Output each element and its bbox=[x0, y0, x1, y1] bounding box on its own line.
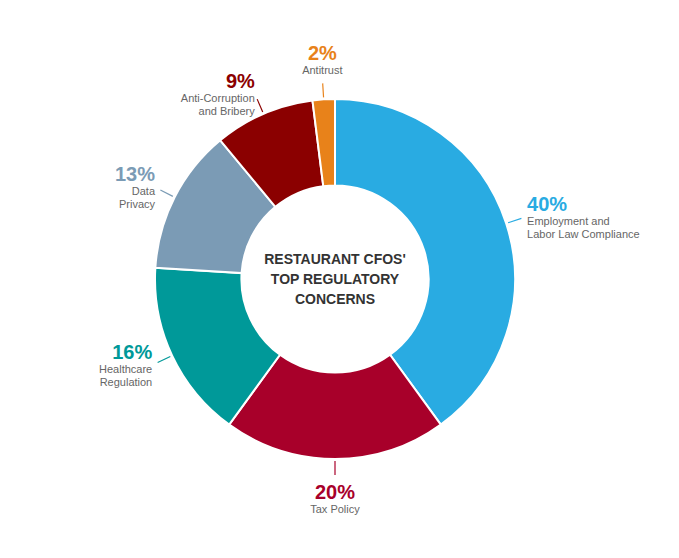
leader-line bbox=[257, 99, 263, 112]
wedge bbox=[155, 268, 280, 425]
category-label: DataPrivacy bbox=[119, 185, 156, 210]
leader-line bbox=[322, 83, 324, 97]
category-label: Anti-Corruptionand Bribery bbox=[181, 92, 255, 117]
leader-line bbox=[158, 356, 171, 362]
data-label: 9% bbox=[226, 70, 255, 92]
leader-line bbox=[334, 461, 335, 475]
leader-line bbox=[508, 218, 521, 222]
wedge bbox=[312, 99, 335, 186]
category-label: Antitrust bbox=[302, 64, 342, 76]
data-label: 16% bbox=[112, 341, 152, 363]
data-label: 13% bbox=[115, 163, 155, 185]
chart: RESTAURANT CFOS'TOP REGULATORYCONCERNS40… bbox=[0, 0, 679, 558]
donut: RESTAURANT CFOS'TOP REGULATORYCONCERNS40… bbox=[99, 42, 640, 515]
labels: 40%Employment andLabor Law Compliance 20%… bbox=[99, 42, 640, 515]
wedges bbox=[155, 99, 515, 459]
data-label: 40% bbox=[527, 193, 567, 215]
category-label: Tax Policy bbox=[310, 503, 360, 515]
data-label: 2% bbox=[308, 42, 337, 64]
leader-line bbox=[160, 190, 172, 196]
data-label: 20% bbox=[315, 481, 355, 503]
title: RESTAURANT CFOS'TOP REGULATORYCONCERNS bbox=[264, 251, 406, 307]
category-label: Employment andLabor Law Compliance bbox=[527, 215, 640, 240]
category-label: HealthcareRegulation bbox=[99, 363, 152, 388]
